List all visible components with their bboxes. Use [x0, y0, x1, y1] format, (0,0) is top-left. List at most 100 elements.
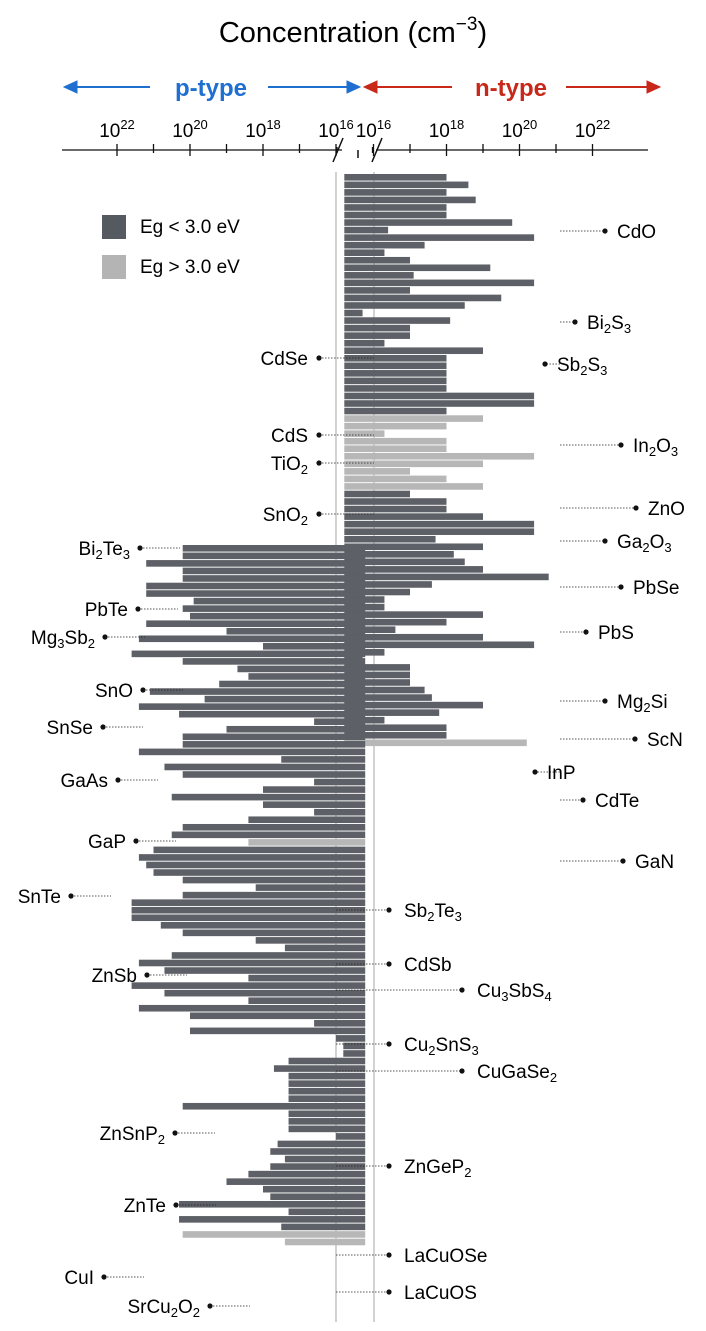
material-label: SnO2: [263, 505, 308, 528]
p-axis: 1022 1020 1018 1016: [62, 117, 374, 156]
leader-dot: [172, 1130, 178, 1136]
leader-dot: [542, 361, 548, 367]
leader-dot: [207, 1303, 213, 1309]
material-label: Ga2O3: [617, 532, 672, 555]
n-type-bar: [344, 543, 483, 551]
p-type-bar: [138, 959, 366, 967]
legend-label-dark: Eg < 3.0 eV: [140, 217, 240, 238]
n-type-bar: [344, 513, 483, 520]
p-type-bar: [248, 974, 366, 982]
n-type-bar: [344, 520, 535, 528]
leader-dot: [386, 1252, 392, 1258]
p-type-bar: [343, 1050, 366, 1057]
n-type-bar: [344, 664, 410, 671]
p-type-bar: [255, 884, 366, 891]
p-type-bar: [182, 567, 366, 575]
n-type-bar: [344, 611, 483, 618]
leader-dot: [632, 736, 638, 742]
p-type-bar: [182, 545, 366, 552]
leader-dot: [618, 584, 624, 590]
p-type-bar: [179, 1200, 366, 1208]
n-type-bar: [344, 309, 363, 317]
p-type-bar: [171, 793, 366, 801]
p-axis-tick-label: 1018: [245, 117, 281, 142]
p-type-bar: [182, 552, 366, 560]
p-type-bar: [182, 929, 366, 937]
n-type-bar: [344, 196, 476, 204]
material-label: PbTe: [85, 600, 128, 621]
n-axis: 1016 1018 1020 1022: [336, 117, 648, 156]
material-label: SnO: [95, 681, 133, 702]
n-type-bar: [344, 686, 425, 694]
leader-dot: [316, 460, 322, 466]
n-type-bar: [344, 483, 483, 490]
n-type-arrowhead-left: [362, 80, 378, 94]
n-type-bar: [344, 317, 451, 324]
n-type-bar: [344, 302, 465, 309]
n-type-bar: [344, 535, 436, 543]
n-type-bar: [344, 332, 410, 339]
n-type-bar: [344, 709, 440, 716]
p-type-bar: [288, 1208, 366, 1216]
p-type-bar: [284, 944, 366, 952]
p-type-bar: [288, 1072, 366, 1080]
n-type-bar: [344, 566, 483, 573]
p-type-bar: [288, 1095, 366, 1103]
leader-dot: [386, 907, 392, 913]
p-type-bar: [248, 816, 366, 824]
n-type-bar: [344, 618, 447, 626]
n-type-bar: [344, 211, 447, 219]
p-type-bar: [190, 1027, 366, 1035]
material-label: CdTe: [595, 791, 639, 812]
material-label: CuGaSe2: [477, 1062, 557, 1085]
n-type-bar: [344, 294, 502, 302]
n-type-bar: [344, 437, 447, 445]
material-label: Bi2Te3: [79, 539, 130, 562]
n-type-bar: [344, 694, 432, 701]
leader-dot: [316, 511, 322, 517]
n-type-label: n-type: [475, 75, 547, 102]
material-label: CdS: [271, 426, 308, 447]
material-label: PbS: [598, 623, 634, 644]
n-type-bar: [344, 641, 535, 649]
p-type-bar: [146, 590, 366, 597]
leader-dot: [620, 858, 626, 864]
p-type-bar: [179, 1216, 366, 1223]
p-type-bar: [179, 710, 366, 718]
p-type-bar: [131, 914, 366, 922]
leader-dot: [583, 629, 589, 635]
n-type-bar: [344, 181, 469, 189]
n-type-bar: [344, 731, 447, 739]
n-type-bar: [344, 400, 535, 407]
p-type-bar: [288, 1057, 366, 1065]
p-type-bar: [248, 997, 366, 1004]
p-type-bar: [281, 756, 366, 763]
p-type-label: p-type: [175, 75, 247, 102]
p-type-bar: [263, 786, 366, 793]
p-type-bar: [131, 982, 366, 989]
n-axis-tick-label: 1016: [356, 117, 392, 142]
material-label: ZnSb: [92, 966, 137, 987]
p-type-bar: [270, 1148, 366, 1155]
n-type-bar: [344, 362, 447, 370]
leader-dot: [386, 1041, 392, 1047]
n-type-bar: [344, 581, 432, 588]
leader-dot: [133, 838, 139, 844]
p-type-bar: [190, 612, 366, 620]
n-type-arrowhead-right: [646, 80, 662, 94]
p-type-bar: [149, 688, 366, 695]
p-type-bar: [138, 748, 366, 756]
leader-dot: [633, 505, 639, 511]
axis-break: [332, 137, 383, 163]
material-labels: CdO Bi2S3 Sb2S3 In2O3 ZnO Ga2O3 PbSe PbS Mg2Si Sc…: [18, 222, 685, 1320]
material-label: In2O3: [633, 436, 678, 459]
p-type-bar: [226, 627, 366, 635]
p-type-bar: [226, 725, 366, 733]
p-type-bar: [182, 658, 366, 665]
leader-dot: [100, 724, 106, 730]
p-type-bar: [146, 861, 366, 869]
p-type-bar: [182, 605, 366, 612]
p-type-bar: [277, 1140, 366, 1148]
n-type-bar: [344, 626, 396, 633]
